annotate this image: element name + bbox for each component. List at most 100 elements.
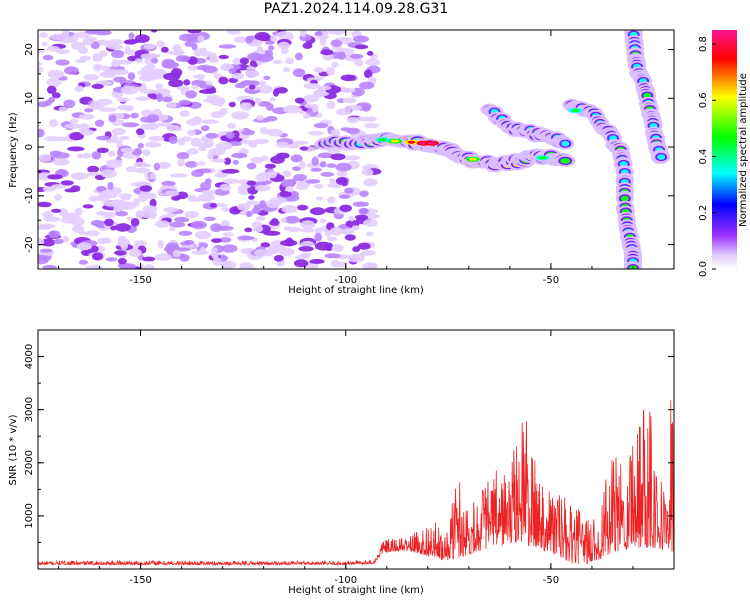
spectrogram-cell [300,252,312,258]
spectrogram-cell [117,235,127,244]
spectrogram-cell [134,58,144,64]
spectrogram-cell [239,262,254,269]
spectrogram-cell [154,253,172,261]
spectrogram-x-tick-label: -50 [543,275,559,286]
spectrogram-cell [111,199,122,208]
spectrogram-cell [211,158,226,163]
spectrogram-cell [124,49,137,55]
spectrogram-cell [246,180,257,186]
spectrogram-cell [38,223,56,229]
spectrogram-cell [87,103,105,110]
spectrogram-cell [184,210,199,219]
spectrogram-cell [221,244,238,253]
spectrogram-cell [571,109,580,112]
spectrogram-cell [197,193,215,202]
spectrogram-cell [296,204,309,211]
spectrogram-cell [91,83,104,89]
spectrogram-cell [38,66,44,73]
spectrogram-cell [265,251,273,257]
spectrogram-cell [273,254,284,262]
spectrogram-cell [254,31,271,41]
spectrogram-cell [164,190,180,197]
spectrogram-cell [197,146,207,151]
spectrogram-cell [167,50,185,56]
spectrogram-cell [326,100,336,110]
spectrogram-cell [149,172,156,180]
spectrogram-cell [223,157,232,165]
spectrogram-cell [345,105,363,111]
spectrogram-cell [272,59,283,65]
spectrogram-cell [298,246,314,252]
spectrogram-cell [70,185,81,193]
spectrogram-cell [245,210,253,218]
spectrogram-cell [38,256,49,265]
spectrogram-cell [154,122,173,127]
spectrogram-cell [328,30,346,35]
spectrogram-cell [254,97,262,104]
spectrogram-cell [314,233,323,242]
spectrogram-cell [171,68,183,77]
spectrogram-cell [209,203,217,208]
spectrogram-cell [313,122,329,129]
spectrogram-cell [336,170,348,177]
spectrogram-cell [299,161,306,170]
spectrogram-cell [218,237,232,243]
colorbar-label: Normalized spectral amplitude [738,73,749,227]
snr-ylabel: SNR (10 * v/v) [8,414,19,485]
spectrogram-cell [191,84,199,90]
spectrogram-cell [174,216,190,223]
spectrogram-cell [326,163,337,168]
spectrogram-cell [295,184,308,190]
spectrogram-cell [191,169,204,177]
spectrogram-cell [538,156,547,160]
spectrogram-cell [70,41,86,51]
spectrogram-cell [133,148,142,154]
spectrogram-cell [215,141,233,151]
spectrogram-cell [190,220,207,230]
spectrogram-cell [111,127,126,136]
spectrogram-cell [99,107,117,112]
spectrogram-cell [99,50,108,57]
spectrogram-cell [201,119,219,124]
snr-x-tick-label: -150 [129,575,152,586]
spectrogram-cell [344,187,354,194]
spectrogram-cell [256,46,264,55]
spectrogram-cell [185,118,201,126]
spectrogram-cell [62,235,70,243]
spectrogram-cell [135,96,152,101]
spectrogram-cell [284,215,300,224]
spectrogram-cell [218,44,236,49]
spectrogram-cell [269,219,280,226]
spectrogram-cell [103,68,119,76]
spectrogram-cell [319,161,327,168]
spectrogram-cell [96,147,109,153]
spectrogram-cell [276,152,290,159]
spectrogram-cell [172,249,181,258]
spectrogram-cell [123,105,134,112]
spectrogram-cell [354,44,369,50]
spectrogram-cell [185,161,198,168]
spectrogram-cell [279,190,292,198]
spectrogram-cell [125,166,137,173]
spectrogram-cell [342,97,357,104]
spectrogram-cell [256,114,264,121]
spectrogram-cell [95,210,107,216]
spectrogram-cell [311,157,319,166]
spectrogram-cell [74,207,83,216]
spectrogram-cell [125,39,141,44]
spectrogram-cell [324,253,341,259]
spectrogram-cell [179,110,191,117]
spectrogram-cell [231,72,245,80]
spectrogram-cell [88,195,100,202]
spectrogram-cell [278,247,295,257]
spectrogram-cell [263,75,271,81]
spectrogram-cell [358,207,369,215]
spectrogram-cell [273,88,280,97]
spectrogram-cell [156,93,163,103]
spectrogram-cell [326,66,335,76]
spectrogram-cell [82,204,94,209]
spectrogram-cell [245,35,253,44]
spectrogram-cell [213,73,223,79]
spectrogram-cell [391,139,399,143]
spectrogram-cell [183,79,191,86]
